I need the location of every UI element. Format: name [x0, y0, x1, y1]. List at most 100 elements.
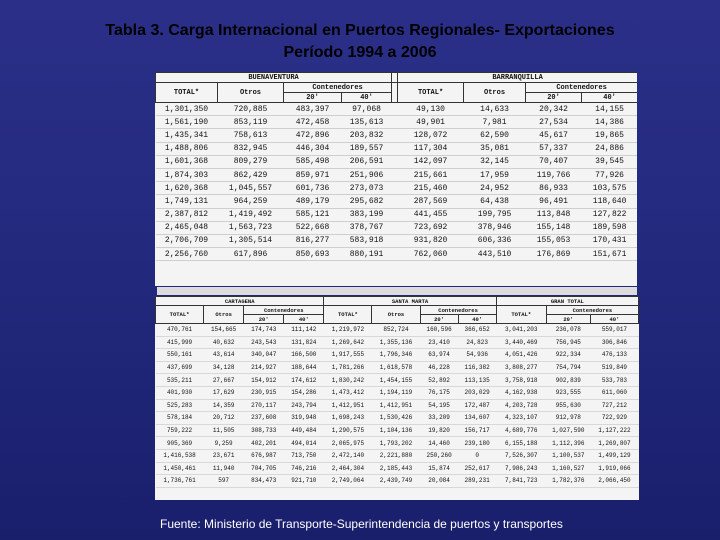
table-cell: 1,160,527 [546, 462, 591, 476]
table-cell: 24,823 [458, 336, 497, 350]
table-cell: 199,795 [463, 208, 526, 222]
table-cell: 472,896 [283, 128, 342, 143]
table-cell: 243,543 [243, 336, 284, 350]
table-cell: 1,618,578 [371, 361, 421, 375]
sub-header: 20' [419, 314, 459, 324]
table-cell: 188,644 [283, 361, 324, 375]
table-2-body: 470,761 154,665 174,743 111,142 1,219,972 852… [155, 323, 639, 488]
table-cell: 116,382 [458, 361, 497, 375]
table-cell: 378,767 [341, 221, 392, 235]
table-cell: 215,460 [397, 181, 464, 196]
table-cell: 483,397 [283, 102, 342, 117]
table-row: 535,211 27,667 154,912 174,612 1,830,242 1,45… [155, 373, 639, 387]
table-row: 2,387,812 1,419,492 585,121 383,199 441,455 1… [155, 208, 637, 222]
col-header: Contenedores [243, 305, 325, 315]
table-cell: 11,940 [203, 462, 244, 476]
table-cell: 49,901 [397, 115, 464, 130]
table-cell: 378,946 [463, 221, 526, 235]
table-cell: 704,705 [243, 462, 284, 476]
table-cell: 1,412,951 [371, 399, 421, 413]
table-cell: 111,142 [283, 323, 324, 337]
table-cell: 1,290,575 [323, 424, 372, 438]
table-cell: 306,846 [590, 336, 639, 350]
table-cell: 24,952 [463, 181, 526, 196]
table-row: 1,561,190 853,119 472,458 135,613 49,901 7,98… [155, 115, 637, 130]
table-2: CARTAGENA SANTA MARTA GRAN TOTAL TOTAL* … [155, 296, 639, 488]
table-cell: 2,749,064 [323, 474, 372, 488]
table-cell: 1,269,807 [590, 436, 639, 450]
table-cell: 86,933 [525, 181, 582, 196]
table-cell: 1,412,951 [323, 399, 372, 413]
table-cell: 14,460 [420, 436, 459, 450]
table-cell: 27,534 [525, 115, 582, 130]
table-cell: 1,450,461 [155, 462, 204, 476]
table-row: 525,283 14,359 270,117 243,794 1,412,951 1,41… [155, 399, 639, 413]
table-cell: 862,429 [217, 168, 284, 183]
table-cell: 1,027,590 [546, 424, 591, 438]
column-gap [391, 208, 398, 222]
table-cell: 32,145 [463, 155, 526, 169]
table-cell: 295,682 [341, 194, 392, 209]
table-cell: 759,222 [155, 424, 204, 438]
table-cell: 27,667 [203, 373, 244, 387]
region-header-buenaventura: BUENAVENTURA [155, 72, 393, 83]
table-cell: 1,830,242 [323, 373, 372, 387]
table-cell: 6,155,188 [496, 436, 547, 450]
column-gap [391, 115, 398, 130]
table-cell: 172,487 [458, 399, 497, 413]
table-cell: 1,874,303 [155, 168, 218, 183]
table-cell: 174,612 [283, 373, 324, 387]
table-cell: 3,758,918 [496, 373, 547, 387]
table-cell: 166,500 [283, 348, 324, 362]
table-cell: 160,596 [420, 323, 459, 337]
table-cell: 2,706,709 [155, 234, 218, 249]
table-cell: 243,794 [283, 399, 324, 413]
table-cell: 470,761 [155, 323, 204, 337]
table-cell: 117,304 [397, 142, 464, 156]
table-cell: 156,717 [458, 424, 497, 438]
table-cell: 155,148 [525, 221, 582, 235]
table-cell: 1,917,555 [323, 348, 372, 362]
table-cell: 746,216 [283, 462, 324, 476]
table-cell: 1,219,972 [323, 323, 372, 337]
table-cell: 366,652 [458, 323, 497, 337]
table-cell: 832,945 [217, 142, 284, 156]
table-cell: 39,545 [581, 155, 637, 169]
column-gap [391, 128, 398, 143]
table-cell: 239,180 [458, 436, 497, 450]
sub-header: 20' [243, 314, 285, 324]
table-cell: 154,665 [203, 323, 244, 337]
col-header: TOTAL* [155, 82, 218, 103]
sub-header: 40' [457, 314, 497, 324]
table-cell: 2,065,975 [323, 436, 372, 450]
col-header: TOTAL* [495, 305, 547, 324]
table-cell: 14,386 [581, 115, 637, 130]
table-cell: 720,885 [217, 102, 284, 117]
table-cell: 437,699 [155, 361, 204, 375]
table-cell: 19,865 [581, 128, 637, 143]
table-cell: 7,841,723 [496, 474, 547, 488]
table-cell: 20,712 [203, 411, 244, 425]
table-cell: 1,488,806 [155, 142, 218, 156]
table-cell: 1,301,350 [155, 102, 218, 117]
table-cell: 1,100,537 [546, 449, 591, 463]
table-row: 2,465,048 1,563,723 522,668 378,767 723,692 3… [155, 221, 637, 235]
column-gap [391, 247, 398, 262]
table-cell: 912,978 [546, 411, 591, 425]
table-cell: 519,849 [590, 361, 639, 375]
table-cell: 2,185,443 [371, 462, 421, 476]
col-header: TOTAL* [397, 82, 465, 103]
table-cell: 214,927 [243, 361, 284, 375]
table-cell: 113,848 [525, 208, 582, 222]
table-cell: 1,530,426 [371, 411, 421, 425]
table-cell: 443,510 [463, 247, 526, 262]
table-row: 401,930 17,629 230,915 154,286 1,473,412 1,19… [155, 386, 639, 400]
table-cell: 176,869 [525, 247, 582, 262]
table-cell: 2,465,048 [155, 221, 218, 235]
table-cell: 97,068 [341, 102, 392, 117]
table-cell: 289,231 [458, 474, 497, 488]
table-cell: 170,431 [581, 234, 637, 249]
table-cell: 476,133 [590, 348, 639, 362]
table-cell: 606,336 [463, 234, 526, 249]
column-gap [391, 142, 398, 156]
